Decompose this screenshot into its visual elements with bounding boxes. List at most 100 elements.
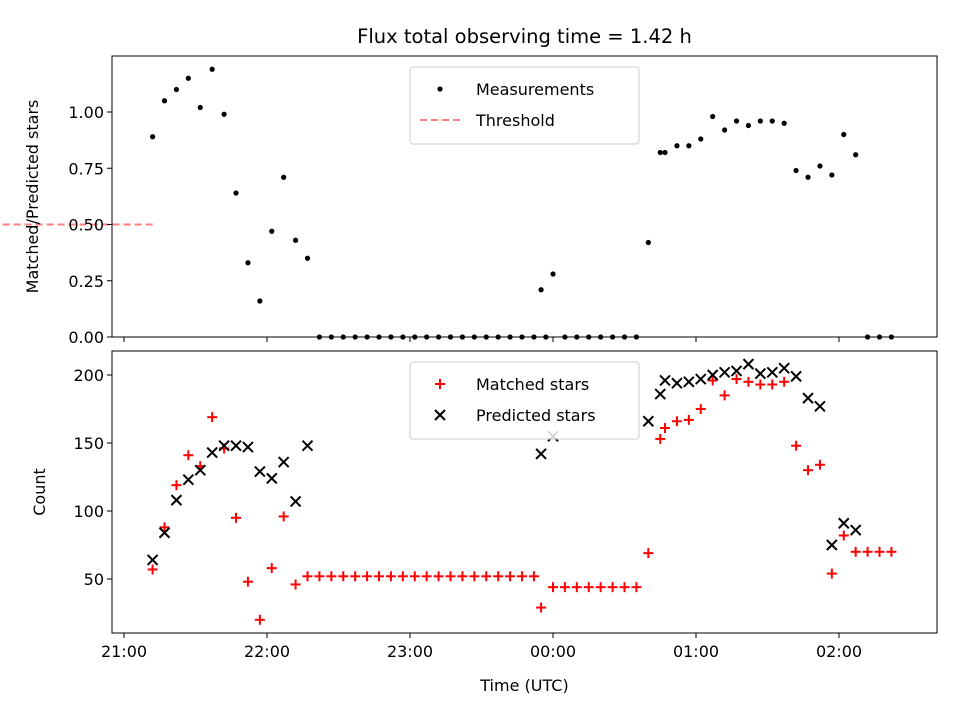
measurement-point xyxy=(245,260,251,266)
measurement-point xyxy=(853,152,859,158)
measurement-point xyxy=(150,134,156,140)
matched-star-point xyxy=(314,571,325,582)
matched-star-point xyxy=(326,571,337,582)
legend-box xyxy=(409,361,640,440)
x-tick-label: 21:00 xyxy=(101,642,147,661)
predicted-star-point xyxy=(826,539,838,551)
matched-star-point xyxy=(350,571,361,582)
measurement-point xyxy=(781,120,787,126)
predicted-star-point xyxy=(535,448,547,460)
measurement-point xyxy=(662,149,668,156)
predicted-star-point xyxy=(659,374,671,387)
matched-star-point xyxy=(707,375,718,386)
top-panel: 0.00 0.25 0.50 0.75 1.00 Matched/Predicted st… xyxy=(0,25,938,347)
predicted-star-point xyxy=(254,465,266,478)
y-tick-label: 0.00 xyxy=(68,328,104,347)
predicted-star-point xyxy=(683,376,695,388)
matched-star-point xyxy=(583,582,594,593)
matched-star-point xyxy=(631,582,642,593)
measurement-point xyxy=(769,118,775,124)
matched-star-point xyxy=(183,450,194,461)
measurement-point xyxy=(173,86,180,93)
predicted-star-point xyxy=(266,472,278,485)
matched-star-point xyxy=(874,546,885,557)
matched-star-point xyxy=(457,571,468,582)
legend-item: Threshold xyxy=(420,111,555,130)
y-tick-label: 50 xyxy=(84,570,104,589)
predicted-star-point xyxy=(671,377,683,389)
y-axis-label: Matched/Predicted stars xyxy=(23,100,42,294)
predicted-star-point xyxy=(277,456,290,468)
matched-star-point xyxy=(803,465,814,476)
matched-star-point xyxy=(838,530,849,541)
measurement-point xyxy=(698,136,704,142)
measurement-point xyxy=(686,143,692,149)
predicted-star-point xyxy=(718,366,731,378)
chart-title: Flux total observing time = 1.42 h xyxy=(357,25,692,48)
predicted-star-point xyxy=(158,527,171,539)
measurement-point xyxy=(538,287,544,293)
matched-star-point xyxy=(571,582,582,593)
matched-star-point xyxy=(595,582,606,593)
predicted-star-point xyxy=(170,494,183,506)
matched-star-point xyxy=(385,571,396,582)
measurement-point xyxy=(841,131,847,138)
legend-item: Predicted stars xyxy=(434,406,596,425)
predicted-star-point xyxy=(790,370,802,383)
measurement-point xyxy=(645,239,651,246)
measurement-point xyxy=(221,111,227,117)
matched-star-point xyxy=(619,582,630,593)
matched-star-point xyxy=(655,433,666,444)
legend-label: Measurements xyxy=(476,80,594,99)
matched-star-point xyxy=(814,459,825,470)
matched-star-point xyxy=(548,582,558,593)
matched-star-point xyxy=(826,568,837,579)
matched-star-point xyxy=(409,571,420,582)
matched-star-point xyxy=(231,512,242,523)
matched-star-point xyxy=(791,440,802,451)
predicted-star-point xyxy=(706,369,719,381)
measurement-point xyxy=(161,98,168,104)
predicted-star-point xyxy=(242,441,254,453)
matched-star-point xyxy=(862,546,873,557)
predicted-star-point xyxy=(230,440,242,452)
matched-star-point xyxy=(743,376,754,387)
axes-frame xyxy=(111,55,938,338)
measurement-point xyxy=(269,228,275,234)
x-axis-label: Time (UTC) xyxy=(479,676,568,695)
legend-marker xyxy=(437,86,443,92)
legend: Measurements Threshold xyxy=(409,66,640,145)
predicted-star-point xyxy=(778,362,790,374)
predicted-star-point xyxy=(194,464,206,476)
matched-star-point xyxy=(683,414,694,425)
measurement-point xyxy=(304,255,311,261)
matched-star-point xyxy=(278,511,289,522)
matched-star-point xyxy=(481,571,492,582)
matched-star-point xyxy=(421,571,432,582)
predicted-star-point xyxy=(849,524,862,536)
y-axis-label: Count xyxy=(30,468,49,516)
measurement-point xyxy=(185,75,191,81)
matched-star-point xyxy=(517,571,528,582)
measurement-point xyxy=(710,113,716,120)
measurement-point xyxy=(722,127,728,133)
predicted-star-point xyxy=(730,365,743,377)
matched-star-point xyxy=(505,571,516,582)
matched-star-point xyxy=(719,390,730,401)
predicted-star-point xyxy=(301,440,314,452)
measurement-point xyxy=(257,298,263,304)
matched-star-point xyxy=(445,571,456,582)
bottom-panel: 50 100 150 200 21:00 22:00 23:00 00:00 01:00 02:0… xyxy=(30,350,938,695)
y-tick-label: 100 xyxy=(73,502,104,521)
legend: Matched stars Predicted stars xyxy=(409,361,640,440)
measurement-point xyxy=(733,118,740,124)
matched-star-point xyxy=(779,376,790,387)
measurement-point xyxy=(817,163,823,169)
matched-star-point xyxy=(850,546,861,557)
axes-frame xyxy=(111,350,938,634)
measurement-point xyxy=(674,143,680,149)
measurement-point xyxy=(657,149,663,156)
matched-star-point xyxy=(207,412,218,423)
matched-star-point xyxy=(643,548,654,559)
matched-star-point xyxy=(362,571,373,582)
